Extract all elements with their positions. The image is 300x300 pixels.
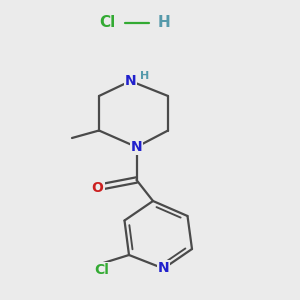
Text: N: N: [131, 140, 142, 154]
Text: N: N: [158, 262, 169, 275]
Text: O: O: [92, 181, 104, 194]
Text: Cl: Cl: [99, 15, 116, 30]
Text: N: N: [125, 74, 136, 88]
Text: H: H: [158, 15, 170, 30]
Text: Cl: Cl: [94, 263, 110, 277]
Text: H: H: [140, 70, 149, 81]
